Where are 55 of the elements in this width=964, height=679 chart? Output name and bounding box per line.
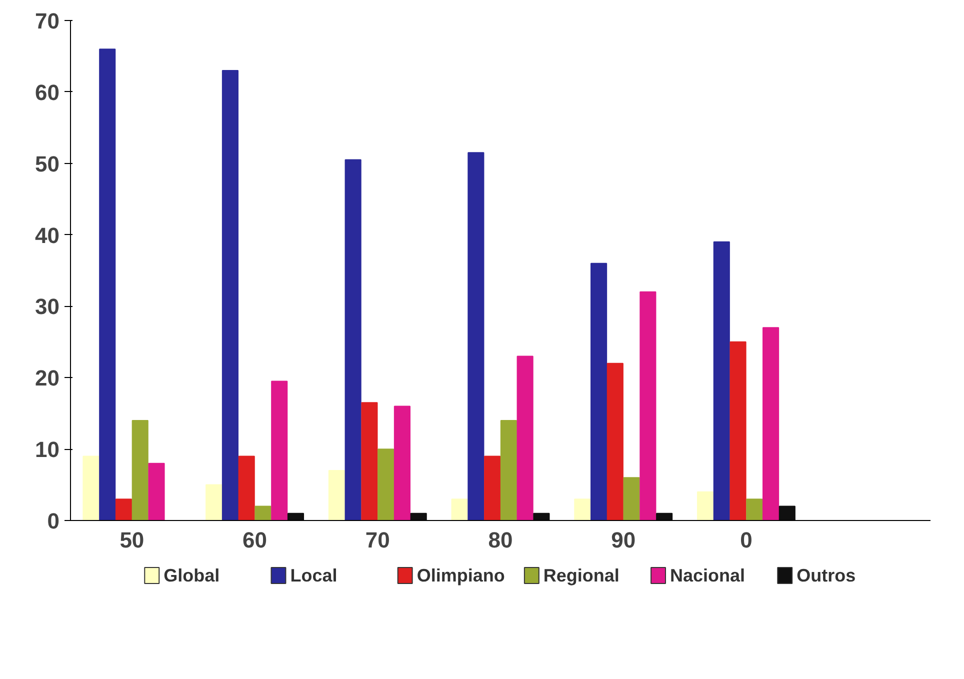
bar bbox=[287, 512, 304, 520]
y-tick-label: 0 bbox=[47, 508, 60, 534]
y-tick-label: 40 bbox=[35, 222, 60, 248]
bar bbox=[132, 420, 148, 520]
bar bbox=[378, 448, 394, 520]
bar bbox=[574, 498, 591, 520]
bar bbox=[606, 362, 624, 520]
bar bbox=[730, 341, 746, 520]
bar bbox=[206, 484, 222, 520]
bar bbox=[623, 477, 640, 520]
bar bbox=[99, 48, 116, 520]
x-tick-label: 70 bbox=[365, 528, 390, 552]
bar bbox=[746, 498, 763, 520]
bar bbox=[238, 456, 255, 520]
y-tick-label: 10 bbox=[35, 437, 60, 462]
legend-label: Regional bbox=[543, 566, 620, 586]
bar bbox=[148, 462, 165, 520]
y-tick-label: 20 bbox=[35, 366, 60, 391]
x-tick-label: 50 bbox=[120, 528, 144, 552]
x-tick-label: 80 bbox=[488, 528, 513, 552]
bar bbox=[696, 491, 714, 520]
y-tick-label: 30 bbox=[35, 294, 60, 320]
legend-label: Global bbox=[164, 566, 220, 586]
bar bbox=[451, 498, 468, 520]
x-tick-label: 90 bbox=[611, 528, 636, 552]
legend-label: Olimpiano bbox=[416, 566, 505, 586]
legend-label: Nacional bbox=[670, 566, 746, 586]
y-tick-label: 70 bbox=[35, 8, 60, 34]
y-tick-label: 50 bbox=[35, 151, 60, 176]
legend-label: Outros bbox=[796, 566, 856, 586]
bar bbox=[254, 506, 272, 520]
bar bbox=[222, 70, 238, 520]
bar bbox=[713, 241, 730, 520]
legend-label: Local bbox=[290, 566, 338, 586]
x-tick-label: 60 bbox=[242, 528, 268, 552]
bar bbox=[484, 456, 501, 520]
bar bbox=[656, 512, 673, 520]
bar bbox=[516, 356, 534, 520]
bar bbox=[394, 406, 410, 520]
bar bbox=[82, 456, 100, 520]
bar bbox=[640, 291, 656, 520]
bar bbox=[344, 159, 362, 520]
bar bbox=[778, 506, 796, 520]
bar bbox=[328, 470, 345, 520]
bar bbox=[533, 512, 550, 520]
bar bbox=[361, 402, 378, 520]
bar bbox=[410, 512, 427, 520]
bar bbox=[271, 380, 288, 520]
x-tick-label: 0 bbox=[740, 528, 752, 552]
bar bbox=[762, 327, 780, 520]
bar bbox=[115, 498, 132, 520]
bar bbox=[590, 262, 608, 520]
y-tick-label: 60 bbox=[35, 80, 60, 105]
bar bbox=[468, 152, 484, 520]
bar bbox=[500, 420, 517, 520]
